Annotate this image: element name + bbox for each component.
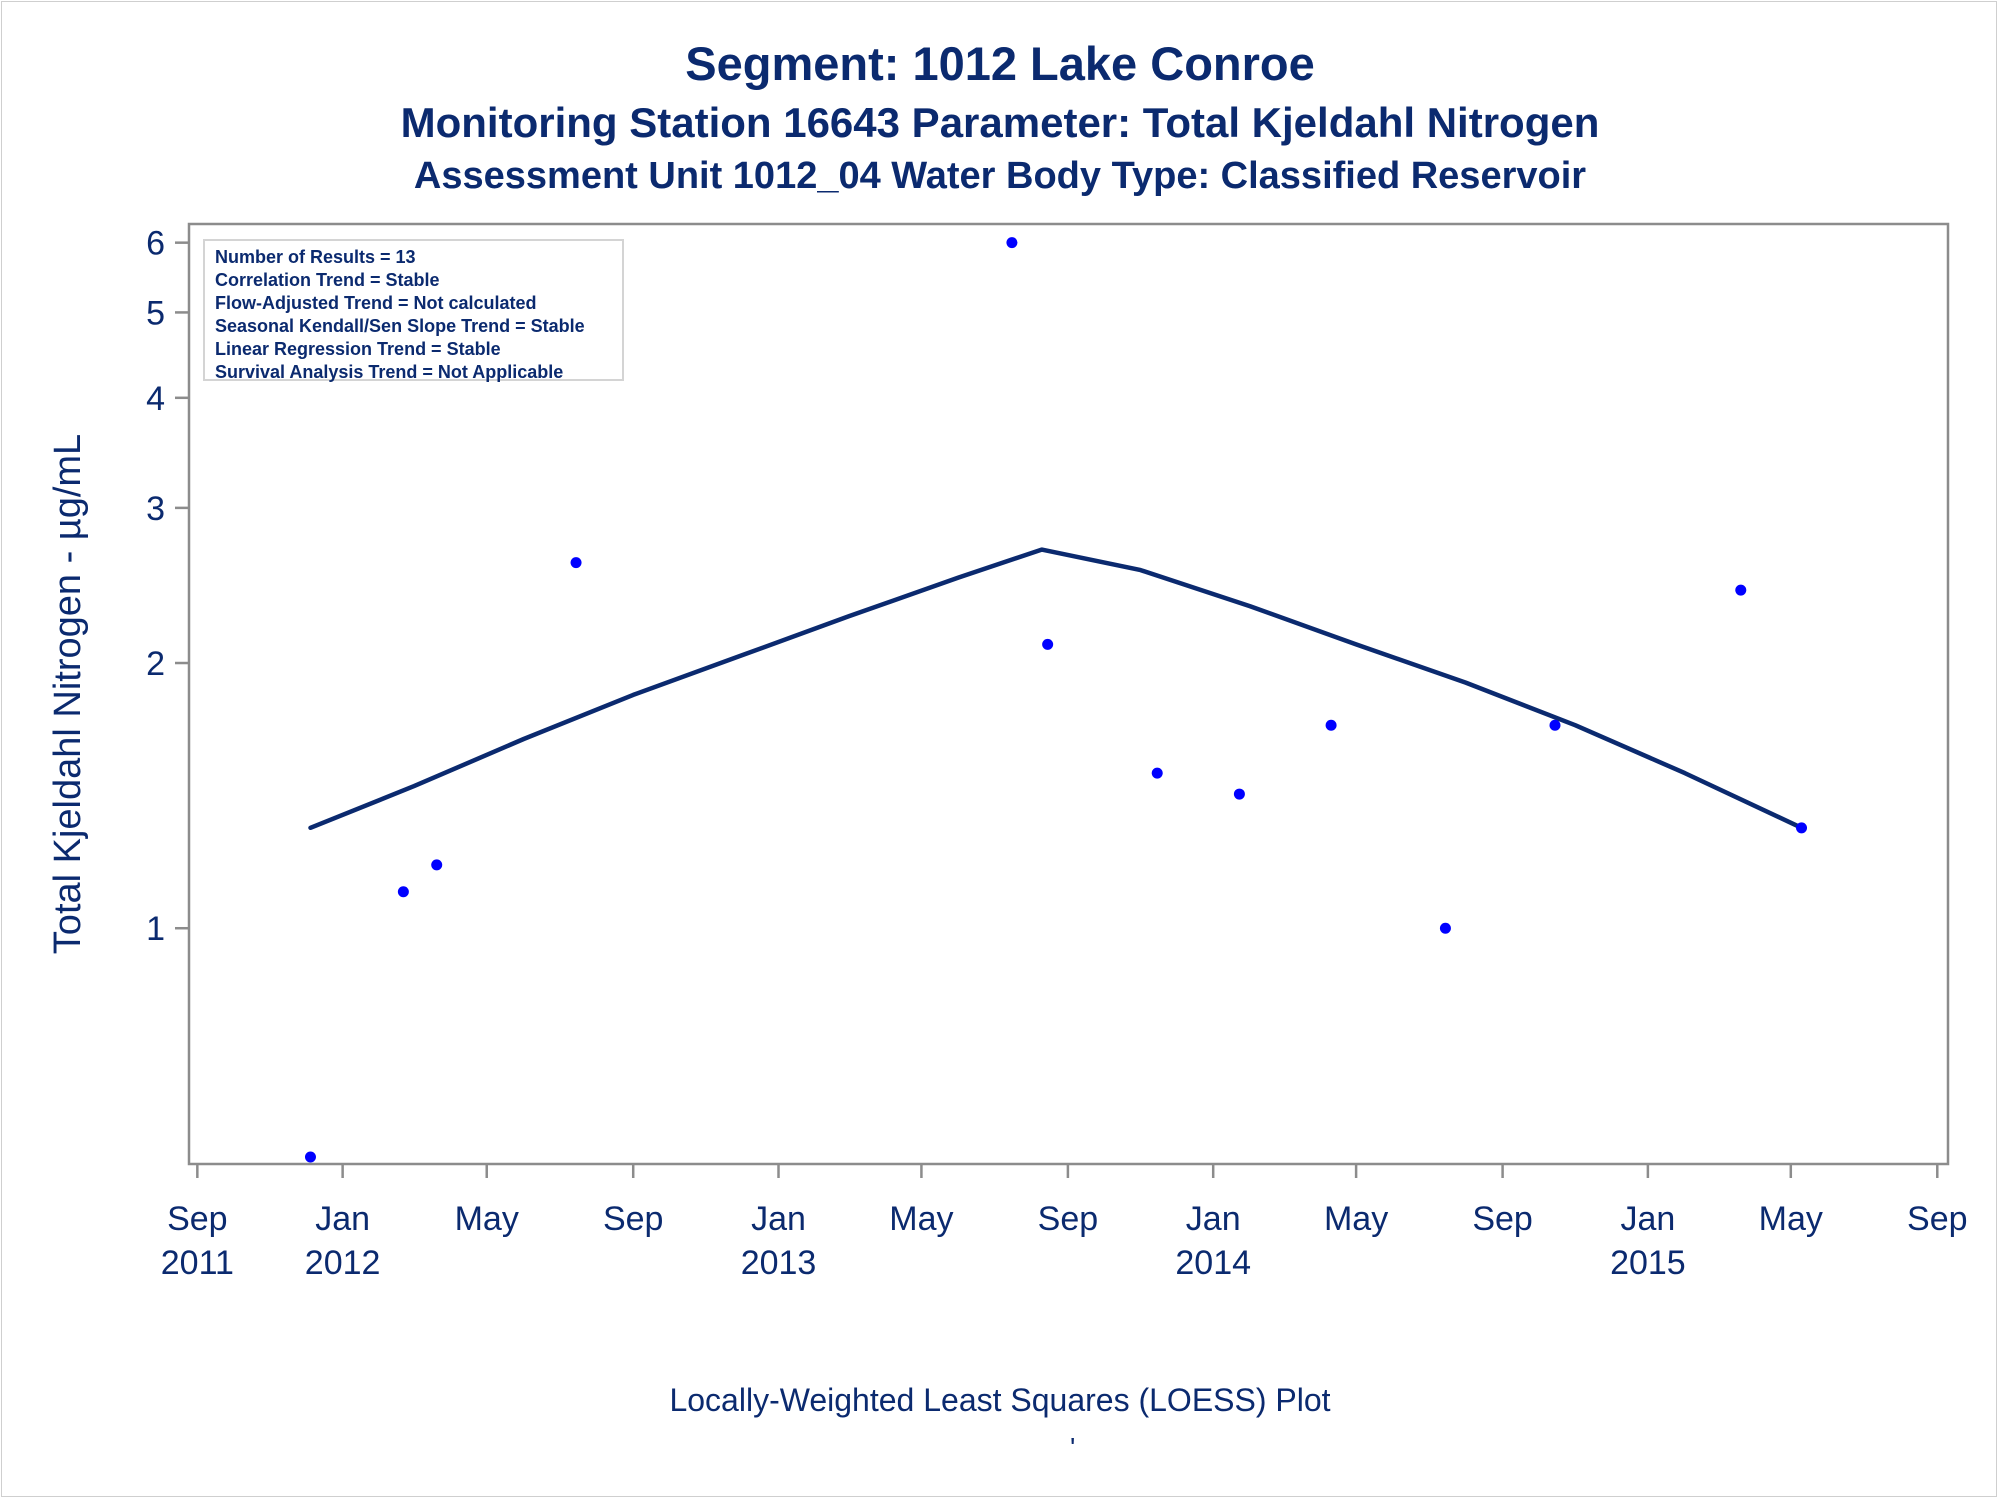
y-tick-label: 3 — [146, 490, 165, 528]
y-tick-label: 5 — [146, 294, 165, 332]
chart-subtitle-assessment: Assessment Unit 1012_04 Water Body Type:… — [413, 155, 1587, 197]
stats-survival-analysis-trend: Survival Analysis Trend = Not Applicable — [215, 362, 564, 382]
x-tick-label-month: Sep — [1038, 1200, 1099, 1238]
data-point — [1549, 719, 1561, 731]
x-tick-label-year: 2014 — [1175, 1244, 1251, 1282]
data-point — [1796, 822, 1808, 834]
stats-number-of-results: Number of Results = 13 — [215, 247, 416, 267]
y-tick-label: 6 — [146, 225, 165, 263]
stats-seasonal-kendall-trend: Seasonal Kendall/Sen Slope Trend = Stabl… — [215, 316, 585, 336]
x-tick-label-year: 2012 — [305, 1244, 381, 1282]
chart-title: Segment: 1012 Lake Conroe — [685, 37, 1315, 90]
x-tick-label-month: May — [889, 1200, 953, 1238]
y-tick-label: 2 — [146, 645, 165, 683]
x-tick-label-month: Jan — [1620, 1200, 1675, 1238]
x-tick-label-year: 2013 — [741, 1244, 817, 1282]
data-point — [431, 859, 443, 871]
stats-flow-adjusted-trend: Flow-Adjusted Trend = Not calculated — [215, 293, 537, 313]
x-tick-label-month: Jan — [1186, 1200, 1241, 1238]
x-tick-label-month: Sep — [1472, 1200, 1533, 1238]
x-tick-label-month: May — [1759, 1200, 1823, 1238]
chart-subtitle-station: Monitoring Station 16643 Parameter: Tota… — [400, 99, 1600, 146]
x-tick-label-month: Sep — [603, 1200, 664, 1238]
data-point — [570, 557, 582, 569]
stats-correlation-trend: Correlation Trend = Stable — [215, 270, 440, 290]
stats-linear-regression-trend: Linear Regression Trend = Stable — [215, 339, 501, 359]
x-tick-label-month: May — [455, 1200, 519, 1238]
data-point — [1735, 584, 1747, 596]
x-tick-label-month: Sep — [1907, 1200, 1968, 1238]
data-point — [1006, 237, 1018, 249]
data-point — [1439, 922, 1451, 934]
trend-stats-box: Number of Results = 13 Correlation Trend… — [203, 239, 624, 382]
data-point — [304, 1151, 316, 1163]
plot-type-caption: Locally-Weighted Least Squares (LOESS) P… — [669, 1382, 1331, 1418]
x-tick-label-year: 2011 — [161, 1244, 234, 1282]
y-tick-label: 4 — [146, 380, 165, 418]
x-tick-label-month: Sep — [167, 1200, 228, 1238]
data-point — [1325, 719, 1337, 731]
data-point — [397, 886, 409, 898]
x-tick-label-month: Jan — [751, 1200, 806, 1238]
x-tick-label-month: May — [1324, 1200, 1388, 1238]
data-point — [1233, 788, 1245, 800]
footer-mark: ' — [1070, 1432, 1076, 1463]
loess-line — [308, 547, 1804, 831]
y-tick-label: 1 — [146, 910, 165, 948]
x-tick-label-month: Jan — [315, 1200, 370, 1238]
data-point — [1151, 767, 1163, 779]
data-point — [1042, 638, 1054, 650]
x-tick-label-year: 2015 — [1610, 1244, 1686, 1282]
y-axis-label: Total Kjeldahl Nitrogen - µg/mL — [47, 434, 89, 954]
